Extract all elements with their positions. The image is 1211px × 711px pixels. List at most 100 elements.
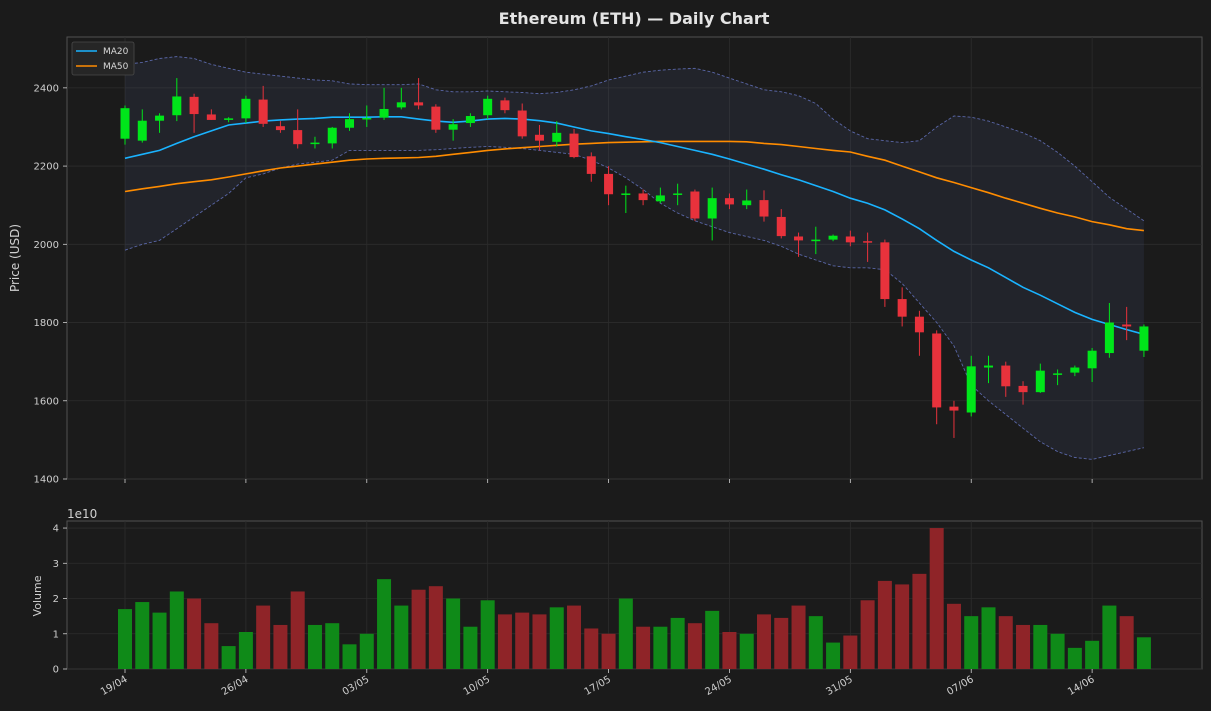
volume-bar [912,573,927,669]
volume-bar [187,598,202,669]
candle-up [966,366,976,413]
volume-bar [1016,624,1031,669]
candle-up [673,193,683,195]
candle-down [880,242,890,300]
price-tick-label: 2400 [34,83,59,94]
price-panel [66,36,1203,480]
legend: MA20 MA50 [71,41,135,76]
candle-up [1053,373,1063,375]
candle-down [1001,365,1011,387]
candle-up [1087,350,1097,369]
price-tick-label: 1800 [34,318,59,329]
candle-down [914,316,924,333]
legend-ma20-label: MA20 [103,47,129,57]
volume-bar [964,616,979,669]
volume-bar [877,580,892,669]
price-y-axis-label: Price (USD) [8,224,22,292]
candle-down [863,241,873,243]
volume-bar [221,646,236,669]
volume-bar [1136,637,1151,669]
candle-up [707,198,717,219]
date-tick-label: 19/04 [99,674,129,698]
volume-bar [1050,633,1065,669]
volume-panel [66,520,1203,670]
candle-down [690,191,700,219]
candle-up [327,127,337,144]
candle-up [362,117,372,120]
price-y-axis: 1400 1600 1800 2000 2200 2400 [34,83,67,486]
volume-tick-label: 4 [53,524,59,535]
volume-bar [428,586,443,669]
volume-tick-label: 3 [53,559,59,570]
candle-up [465,116,475,124]
volume-bar [981,607,996,669]
volume-bar [687,623,702,669]
candle-down [932,333,942,408]
candle-up [828,235,838,240]
candle-up [1035,370,1045,393]
volume-bar [446,598,461,669]
candle-down [949,406,959,411]
candle-down [189,96,199,115]
volume-bar [1067,647,1082,669]
candle-up [483,98,493,116]
candle-down [586,156,596,174]
volume-bar [480,600,495,669]
candle-up [1070,367,1080,373]
volume-bar [670,617,685,669]
volume-bar [549,607,564,669]
volume-tick-label: 0 [53,665,59,676]
candle-down [500,100,510,111]
volume-bar [722,632,737,669]
date-tick-label: 26/04 [220,674,250,698]
candle-up [224,118,234,120]
volume-bar [204,623,219,669]
volume-bar [1085,640,1100,669]
candle-up [984,365,993,368]
volume-bar [1033,624,1048,669]
volume-bar [584,628,599,669]
volume-bar [118,609,132,669]
volume-bar [618,598,633,669]
volume-scale-label: 1e10 [67,507,97,521]
volume-bar [653,626,668,669]
candle-down [258,99,268,124]
candle-down [724,198,734,205]
volume-bar [756,614,771,669]
candle-up [655,195,665,202]
candle-down [794,236,804,241]
volume-bar [1102,605,1117,669]
candle-up [552,132,562,142]
candle-down [569,133,579,158]
candle-down [1122,324,1132,327]
volume-bar [791,605,806,669]
candle-up [379,108,389,118]
volume-bar [636,626,651,669]
candle-up [621,193,631,195]
volume-bars [118,528,1151,669]
volume-bar [463,626,478,669]
candle-up [345,119,355,128]
volume-bar [739,633,754,669]
price-tick-label: 1600 [34,396,59,407]
candle-up [448,124,458,130]
candle-up [1139,326,1149,351]
date-tick-label: 03/05 [341,674,371,698]
volume-bar [135,602,150,669]
volume-tick-label: 2 [53,594,59,605]
candle-down [293,130,303,145]
candle-up [241,98,251,119]
volume-bar [152,612,167,669]
price-tick-label: 2200 [34,162,59,173]
volume-bar [843,635,858,669]
volume-bar [307,624,322,669]
volume-bar [808,616,823,669]
volume-bar [290,591,305,669]
volume-bar [705,610,720,669]
volume-bar [567,605,582,669]
date-tick-label: 31/05 [824,674,854,698]
chart-title: Ethereum (ETH) — Daily Chart [499,9,770,28]
candle-down [206,114,216,120]
date-tick-label: 14/06 [1066,674,1096,698]
